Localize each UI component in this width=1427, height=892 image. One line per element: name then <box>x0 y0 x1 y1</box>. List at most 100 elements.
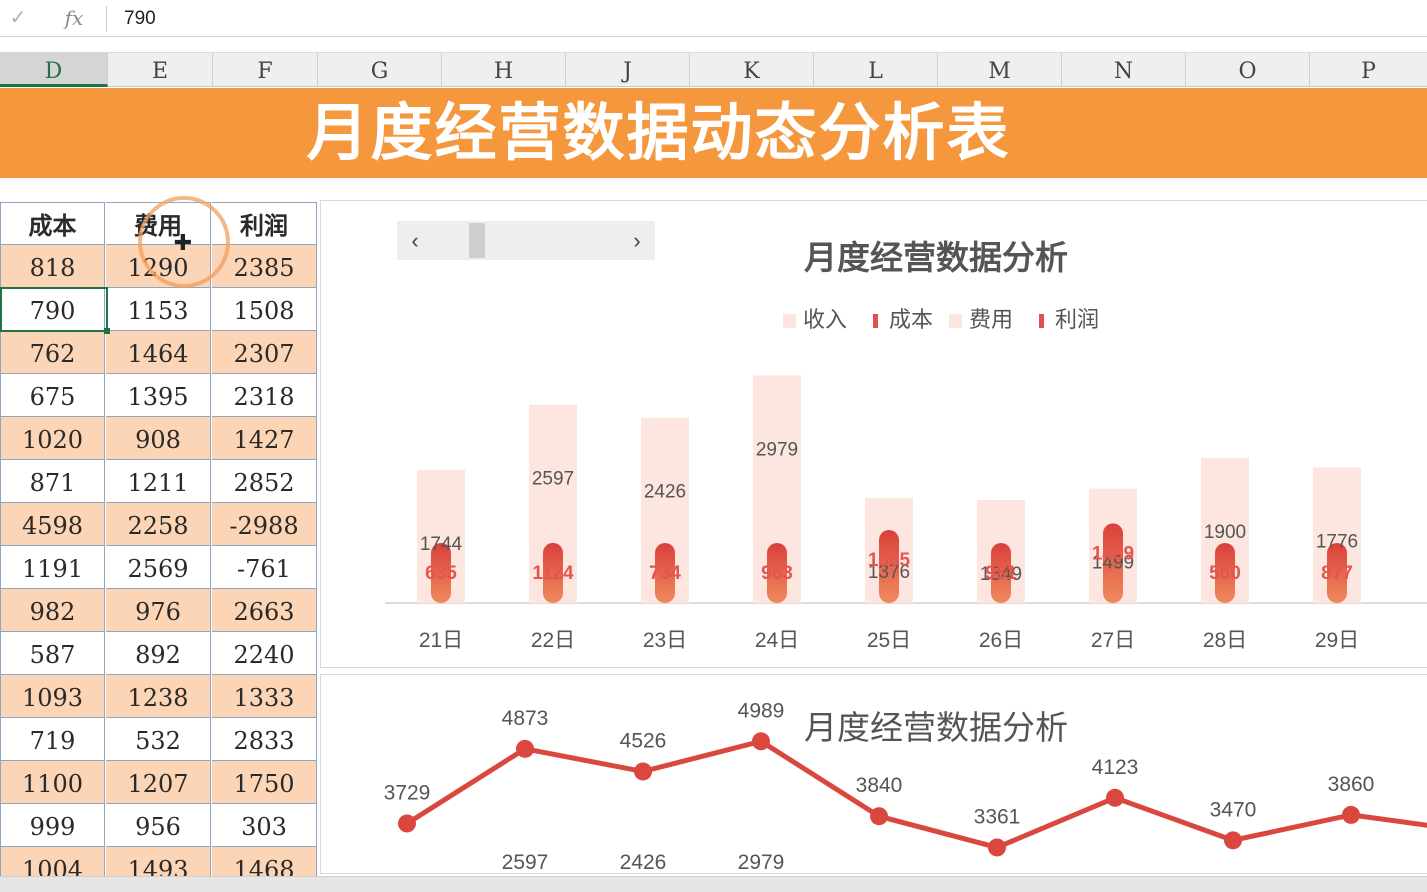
table-cell[interactable]: 1508 <box>212 288 317 331</box>
line-point <box>870 807 888 826</box>
column-header-M[interactable]: M <box>938 53 1062 87</box>
table-cell[interactable]: 1238 <box>106 675 211 718</box>
table-cell[interactable]: 1464 <box>106 331 211 374</box>
formula-input[interactable]: 790 <box>124 8 156 29</box>
profit-data-label: 1365 <box>868 550 911 571</box>
table-cell[interactable]: 587 <box>0 632 105 675</box>
table-cell[interactable]: -2988 <box>212 503 317 546</box>
income-data-label: 2597 <box>532 469 574 490</box>
table-cell[interactable]: 2663 <box>212 589 317 632</box>
table-cell[interactable]: 719 <box>0 718 105 761</box>
legend-swatch-icon <box>873 314 878 328</box>
line-data-label: 3470 <box>1210 798 1257 821</box>
table-cell[interactable]: 1427 <box>212 417 317 460</box>
profit-data-label: 1124 <box>532 563 574 584</box>
line-point <box>516 739 534 758</box>
table-cell[interactable]: 1395 <box>106 374 211 417</box>
table-cell[interactable]: 1333 <box>212 675 317 718</box>
income-data-label: 1776 <box>1316 531 1358 552</box>
table-row: 587 892 2240 <box>0 632 318 675</box>
table-cell[interactable]: 1211 <box>106 460 211 503</box>
check-icon[interactable]: ✓ <box>9 7 27 29</box>
table-row: 762 1464 2307 <box>0 331 318 374</box>
table-cell[interactable]: 1153 <box>106 288 211 331</box>
column-header-O[interactable]: O <box>1186 53 1310 87</box>
x-axis-tick-label: 22日 <box>531 629 575 652</box>
line-point <box>1106 788 1124 807</box>
legend-label: 费用 <box>969 307 1014 332</box>
legend-label: 成本 <box>889 307 934 332</box>
column-header-E[interactable]: E <box>108 53 213 87</box>
profit-data-label: 734 <box>649 563 681 584</box>
table-cell[interactable]: 1100 <box>0 761 105 804</box>
table-cell[interactable]: 1020 <box>0 417 105 460</box>
table-cell[interactable]: 790 <box>0 288 105 331</box>
table-cell[interactable]: 532 <box>106 718 211 761</box>
column-header-L[interactable]: L <box>814 53 938 87</box>
table-row: 818 1290 2385 <box>0 245 318 288</box>
x-axis-tick-label: 28日 <box>1203 629 1247 652</box>
table-cell[interactable]: 892 <box>106 632 211 675</box>
table-cell[interactable]: 976 <box>106 589 211 632</box>
table-cell[interactable]: 956 <box>106 804 211 847</box>
table-cell[interactable]: 999 <box>0 804 105 847</box>
profit-data-label: 560 <box>1209 563 1241 584</box>
column-header-P[interactable]: P <box>1361 59 1376 84</box>
scroll-left-button[interactable]: ‹ <box>411 228 419 253</box>
table-cell[interactable]: 2307 <box>212 331 317 374</box>
table-row: 1100 1207 1750 <box>0 761 318 804</box>
column-header-row: D E F G H J K L M N O P <box>0 52 1427 87</box>
column-header-F[interactable]: F <box>213 53 318 87</box>
scroll-right-button[interactable]: › <box>633 228 641 253</box>
table-cell[interactable]: 1207 <box>106 761 211 804</box>
table-cell[interactable]: -761 <box>212 546 317 589</box>
table-cell[interactable]: 2318 <box>212 374 317 417</box>
column-header-N[interactable]: N <box>1062 53 1186 87</box>
profit-data-label: 963 <box>761 563 793 584</box>
fx-icon[interactable]: fx <box>64 6 84 30</box>
profit-data-label: 635 <box>425 563 457 584</box>
table-cell[interactable]: 303 <box>212 804 317 847</box>
table-cell[interactable]: 818 <box>0 245 105 288</box>
line-chart-panel[interactable]: 月度经营数据分析 3729 4873 4526 4989 3840 3361 4123 347… <box>320 674 1427 874</box>
column-header-H[interactable]: H <box>442 53 566 87</box>
lower-series-label: 2426 <box>620 851 667 874</box>
table-cell[interactable]: 762 <box>0 331 105 374</box>
table-cell[interactable]: 1290 <box>106 245 211 288</box>
line-data-label: 3860 <box>1328 773 1375 796</box>
table-row: 1191 2569 -761 <box>0 546 318 589</box>
table-cell[interactable]: 1750 <box>212 761 317 804</box>
column-header-J[interactable]: J <box>566 53 690 87</box>
table-cell[interactable]: 1191 <box>0 546 105 589</box>
line-data-label: 4526 <box>620 729 667 752</box>
table-header-cell[interactable]: 费用 <box>106 202 211 245</box>
table-cell[interactable]: 2240 <box>212 632 317 675</box>
table-cell[interactable]: 4598 <box>0 503 105 546</box>
line-data-label: 3361 <box>974 805 1021 828</box>
table-cell[interactable]: 2852 <box>212 460 317 503</box>
scroll-control[interactable]: ‹ › <box>397 221 655 260</box>
line-point <box>634 762 652 781</box>
line-point <box>752 732 770 751</box>
banner-title: 月度经营数据动态分析表 <box>306 99 1011 168</box>
table-cell[interactable]: 2258 <box>106 503 211 546</box>
table-header-cell[interactable]: 成本 <box>0 202 105 245</box>
column-header-D[interactable]: D <box>0 53 108 87</box>
table-cell[interactable]: 2833 <box>212 718 317 761</box>
table-cell[interactable]: 675 <box>0 374 105 417</box>
scroll-thumb[interactable] <box>469 223 485 258</box>
table-cell[interactable]: 982 <box>0 589 105 632</box>
table-header-cell[interactable]: 利润 <box>212 202 317 245</box>
table-cell[interactable]: 2569 <box>106 546 211 589</box>
table-header-row: 成本 费用 利润 <box>0 202 318 245</box>
table-cell[interactable]: 908 <box>106 417 211 460</box>
column-header-G[interactable]: G <box>318 53 442 87</box>
column-header-K[interactable]: K <box>690 53 814 87</box>
legend-swatch-icon <box>783 314 796 328</box>
table-cell[interactable]: 1093 <box>0 675 105 718</box>
bar-chart-panel[interactable]: ‹ › 月度经营数据分析 收入 成本 费用 利润 1744 635 21日 2597 1124… <box>320 200 1427 668</box>
table-cell[interactable]: 2385 <box>212 245 317 288</box>
table-cell[interactable]: 871 <box>0 460 105 503</box>
horizontal-scrollbar[interactable] <box>0 876 1427 892</box>
line-data-label: 3729 <box>384 781 431 804</box>
